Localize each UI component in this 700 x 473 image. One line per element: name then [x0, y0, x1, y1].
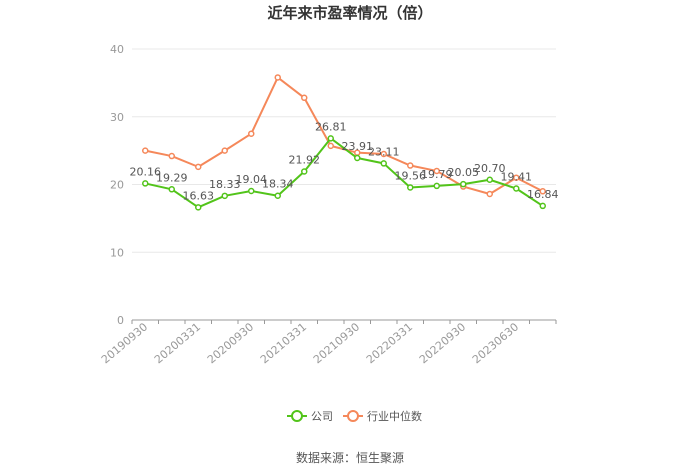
data-label: 19.79: [421, 168, 453, 181]
legend: 公司 行业中位数: [287, 409, 422, 423]
data-point-0: [195, 204, 202, 211]
x-tick-label: 20200331: [152, 320, 203, 366]
data-point-0: [407, 184, 414, 191]
data-point-1: [168, 152, 175, 160]
data-label: 23.91: [342, 140, 374, 153]
data-label: 19.41: [501, 170, 533, 183]
data-point-0: [539, 202, 546, 210]
data-point-0: [274, 192, 281, 199]
data-label: 20.70: [474, 162, 506, 175]
y-tick-label: 30: [110, 111, 124, 124]
data-label: 26.81: [315, 120, 347, 133]
data-point-1: [380, 150, 387, 158]
data-point-0: [433, 182, 440, 190]
data-point-1: [248, 130, 255, 137]
data-label: 16.84: [527, 188, 559, 201]
data-point-1: [195, 163, 202, 171]
data-point-0: [460, 180, 467, 188]
y-tick-label: 10: [110, 246, 124, 259]
data-label: 23.11: [368, 145, 400, 158]
x-tick-label: 20190930: [99, 320, 150, 366]
data-point-1: [221, 147, 228, 154]
data-point-1: [486, 190, 493, 198]
legend-marker-1: [347, 410, 359, 422]
data-point-1: [539, 188, 546, 195]
data-point-0: [301, 168, 308, 175]
source-note: 数据来源：恒生聚源: [296, 450, 404, 465]
data-point-1: [407, 162, 414, 169]
data-point-1: [274, 74, 281, 81]
x-tick-label: 20200930: [205, 320, 256, 366]
x-tick-label: 20210331: [258, 320, 309, 366]
data-label: 18.34: [262, 178, 294, 191]
series-line-0: [145, 137, 544, 209]
data-label: 19.56: [395, 169, 427, 182]
series-line-1: [145, 76, 544, 195]
legend-marker-0: [291, 410, 303, 422]
y-tick-label: 20: [110, 179, 124, 192]
data-point-0: [142, 180, 149, 187]
data-label: 21.92: [289, 153, 321, 166]
x-tick-label: 20210930: [311, 320, 362, 366]
x-tick-label: 20220930: [417, 320, 468, 366]
data-label: 19.29: [156, 171, 188, 184]
data-point-0: [327, 135, 334, 142]
data-label: 20.16: [130, 165, 162, 178]
x-tick-label: 20230630: [470, 320, 521, 366]
y-tick-label: 40: [110, 43, 124, 56]
series-layer: [142, 74, 546, 211]
chart-title: 近年来市盈率情况（倍）: [267, 4, 432, 22]
data-point-1: [327, 142, 334, 150]
grid-lines: [132, 48, 556, 253]
data-label: 18.33: [209, 178, 241, 191]
x-tick-label: 20220331: [364, 320, 415, 366]
data-point-0: [354, 154, 361, 162]
data-point-1: [301, 94, 308, 102]
legend-label-0: 公司: [311, 410, 333, 423]
data-label: 19.04: [236, 173, 268, 186]
data-point-1: [142, 147, 149, 154]
y-tick-label: 0: [117, 314, 124, 327]
data-label: 16.63: [183, 189, 215, 202]
data-point-1: [433, 167, 440, 175]
axes: 0 10 20 30 40 20190930 20200331 20200930 2021033…: [99, 43, 557, 366]
data-point-0: [168, 186, 175, 193]
data-point-1: [513, 174, 520, 181]
data-point-0: [486, 176, 493, 184]
data-label: 20.05: [448, 166, 480, 179]
legend-label-1: 行业中位数: [367, 409, 422, 423]
data-point-0: [513, 185, 520, 192]
data-point-0: [221, 192, 228, 200]
data-point-0: [248, 187, 255, 195]
data-point-0: [380, 160, 387, 167]
